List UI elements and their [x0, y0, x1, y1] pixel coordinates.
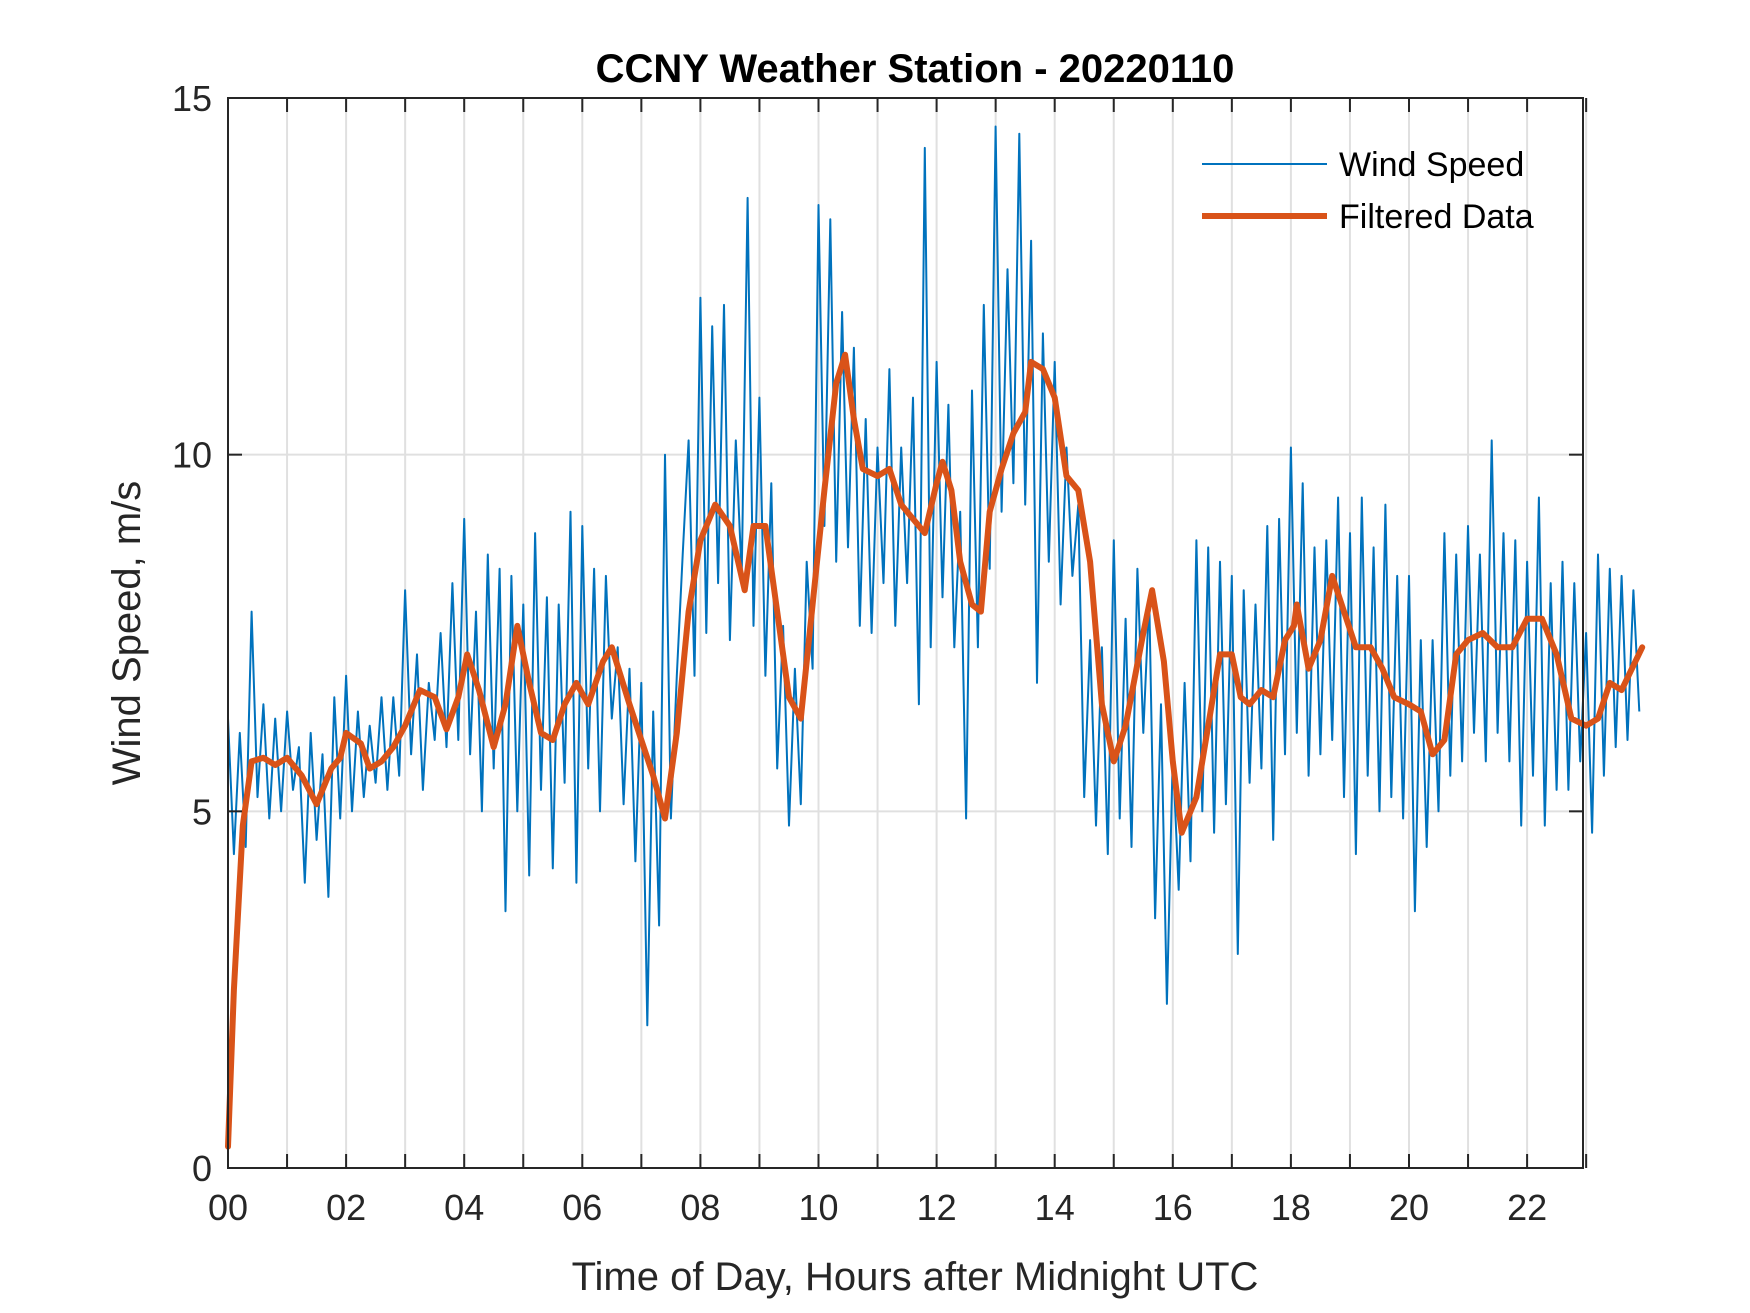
legend-label-wind-speed: Wind Speed	[1339, 146, 1524, 184]
x-tick-label: 10	[798, 1187, 838, 1228]
chart-title: CCNY Weather Station - 20220110	[596, 47, 1235, 91]
legend: Wind Speed Filtered Data	[1202, 146, 1534, 236]
legend-label-filtered-data: Filtered Data	[1339, 198, 1534, 236]
y-tick-label: 15	[172, 78, 212, 119]
x-tick-label: 18	[1271, 1187, 1311, 1228]
filtered-data-line	[225, 351, 1646, 1150]
x-tick-label: 14	[1035, 1187, 1075, 1228]
axes: 0 5 10 15 00 02 04 06 08 10 12 14 16 18 20 22	[172, 78, 1588, 1228]
y-axis-label: Wind Speed, m/s	[105, 481, 149, 786]
x-tick-label: 02	[326, 1187, 366, 1228]
x-tick-label: 08	[680, 1187, 720, 1228]
x-tick-label: 12	[917, 1187, 957, 1228]
x-tick-label: 04	[444, 1187, 484, 1228]
x-tick-label: 16	[1153, 1187, 1193, 1228]
y-tick-label: 5	[192, 791, 212, 832]
x-tick-label: 00	[208, 1187, 248, 1228]
y-tick-label: 0	[192, 1148, 212, 1189]
x-axis-label: Time of Day, Hours after Midnight UTC	[572, 1255, 1259, 1299]
x-tick-label: 06	[562, 1187, 602, 1228]
wind-speed-line	[227, 125, 1641, 1027]
plot-area	[225, 125, 1646, 1150]
y-tick-label: 10	[172, 435, 212, 476]
axes-box	[227, 97, 1584, 1169]
x-tick-label: 20	[1389, 1187, 1429, 1228]
x-tick-label: 22	[1507, 1187, 1547, 1228]
